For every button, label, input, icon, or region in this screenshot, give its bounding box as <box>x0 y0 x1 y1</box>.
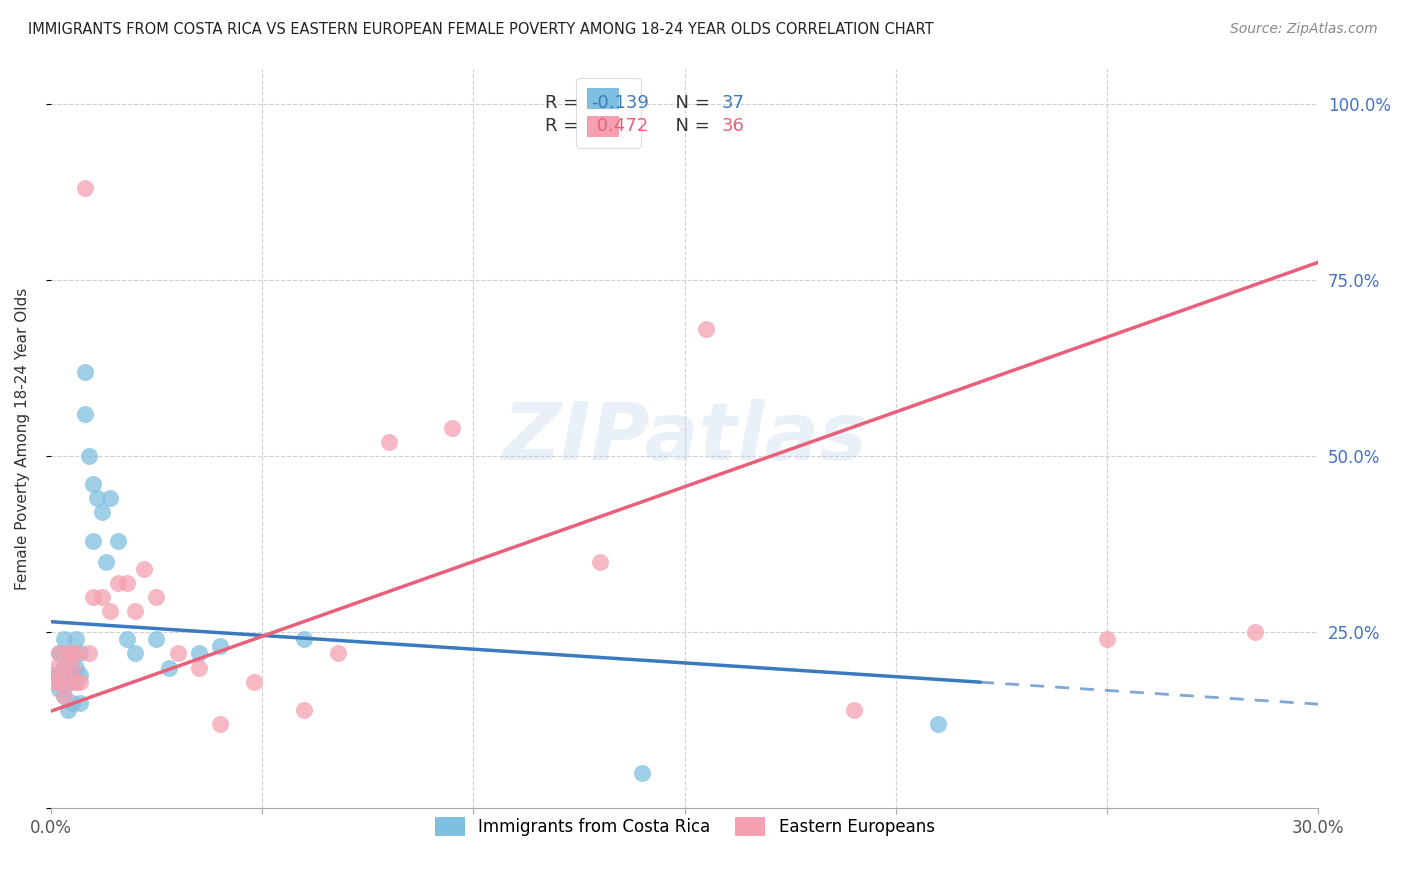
Text: 37: 37 <box>721 95 744 112</box>
Text: 0.472: 0.472 <box>591 117 648 135</box>
Point <box>98 491 121 506</box>
Point <box>94 555 117 569</box>
Point <box>145 590 167 604</box>
Point <box>927 717 949 731</box>
Point <box>60 647 83 661</box>
Point <box>52 689 75 703</box>
Point <box>115 576 138 591</box>
Point <box>124 647 146 661</box>
Point <box>77 449 100 463</box>
Text: 36: 36 <box>721 117 744 135</box>
Point <box>82 477 104 491</box>
Point <box>145 632 167 647</box>
Point <box>441 421 464 435</box>
Point <box>82 533 104 548</box>
Point <box>292 632 315 647</box>
Point <box>56 647 79 661</box>
Point <box>60 660 83 674</box>
Point <box>44 660 66 674</box>
Text: ZIPatlas: ZIPatlas <box>502 400 868 477</box>
Point <box>326 647 349 661</box>
Point <box>48 647 70 661</box>
Point <box>124 604 146 618</box>
Point <box>77 647 100 661</box>
Point <box>73 365 96 379</box>
Point <box>107 533 129 548</box>
Text: R =: R = <box>546 95 583 112</box>
Point <box>69 674 91 689</box>
Point <box>65 647 87 661</box>
Point <box>90 506 112 520</box>
Point <box>69 647 91 661</box>
Point <box>65 632 87 647</box>
Text: Source: ZipAtlas.com: Source: ZipAtlas.com <box>1230 22 1378 37</box>
Point <box>187 647 209 661</box>
Point <box>56 674 79 689</box>
Point <box>292 703 315 717</box>
Point <box>60 674 83 689</box>
Point <box>69 696 91 710</box>
Point <box>56 647 79 661</box>
Text: -0.139: -0.139 <box>591 95 648 112</box>
Point <box>52 660 75 674</box>
Legend: Immigrants from Costa Rica, Eastern Europeans: Immigrants from Costa Rica, Eastern Euro… <box>426 808 943 845</box>
Point <box>1095 632 1118 647</box>
Point <box>631 766 654 780</box>
Point <box>86 491 108 506</box>
Point <box>242 674 264 689</box>
Point <box>98 604 121 618</box>
Text: R =: R = <box>546 117 583 135</box>
Point <box>842 703 865 717</box>
Point <box>73 181 96 195</box>
Point <box>52 689 75 703</box>
Point <box>60 660 83 674</box>
Point <box>1244 625 1267 640</box>
Point <box>60 696 83 710</box>
Point <box>65 660 87 674</box>
Point <box>48 674 70 689</box>
Point <box>60 647 83 661</box>
Point <box>82 590 104 604</box>
Point <box>56 674 79 689</box>
Point <box>48 647 70 661</box>
Point <box>208 717 231 731</box>
Point <box>378 435 401 450</box>
Point <box>65 674 87 689</box>
Point <box>44 667 66 681</box>
Point <box>73 407 96 421</box>
Point <box>132 562 155 576</box>
Point <box>208 640 231 654</box>
Point <box>589 555 612 569</box>
Y-axis label: Female Poverty Among 18-24 Year Olds: Female Poverty Among 18-24 Year Olds <box>15 287 30 590</box>
Point <box>157 660 180 674</box>
Point <box>187 660 209 674</box>
Point <box>44 674 66 689</box>
Point <box>48 681 70 696</box>
Point <box>115 632 138 647</box>
Text: N =: N = <box>664 117 716 135</box>
Text: IMMIGRANTS FROM COSTA RICA VS EASTERN EUROPEAN FEMALE POVERTY AMONG 18-24 YEAR O: IMMIGRANTS FROM COSTA RICA VS EASTERN EU… <box>28 22 934 37</box>
Text: N =: N = <box>664 95 716 112</box>
Point <box>69 667 91 681</box>
Point <box>56 703 79 717</box>
Point <box>166 647 188 661</box>
Point <box>695 322 717 336</box>
Point <box>52 632 75 647</box>
Point <box>107 576 129 591</box>
Point <box>90 590 112 604</box>
Point <box>52 660 75 674</box>
